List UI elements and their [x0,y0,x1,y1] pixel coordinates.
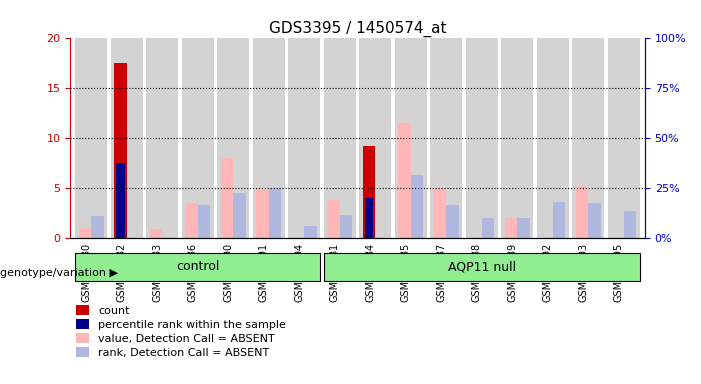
Bar [79,228,91,238]
Text: genotype/variation ▶: genotype/variation ▶ [0,268,118,278]
Bar [624,211,636,238]
Bar [76,38,107,238]
Bar [182,38,214,238]
Bar [268,188,281,238]
Bar [482,218,494,238]
Bar [505,218,517,238]
Bar [365,198,374,238]
Bar [233,193,246,238]
Bar [360,38,391,238]
Bar [91,216,104,238]
Bar [114,63,127,238]
Bar [150,229,163,238]
Bar [327,200,340,238]
Bar [572,38,604,238]
Bar [552,202,565,238]
Bar [217,38,250,238]
Legend: count, percentile rank within the sample, value, Detection Call = ABSENT, rank, : count, percentile rank within the sample… [76,305,286,358]
Bar [608,38,639,238]
Bar [288,38,320,238]
Bar [340,215,352,238]
Bar [588,203,601,238]
Title: GDS3395 / 1450574_at: GDS3395 / 1450574_at [268,21,447,37]
Bar [186,203,198,238]
Bar [253,38,285,238]
Bar [411,175,423,238]
FancyBboxPatch shape [76,253,320,281]
Bar [501,38,533,238]
FancyBboxPatch shape [324,253,639,281]
Bar [517,218,529,238]
Bar [430,38,462,238]
Bar [221,158,233,238]
Text: AQP11 null: AQP11 null [448,260,516,273]
Bar [537,38,569,238]
Bar [363,146,375,238]
Bar [447,205,458,238]
Bar [147,38,178,238]
Bar [111,38,143,238]
Bar [434,188,447,238]
Bar [395,38,427,238]
Bar [576,186,588,238]
Bar [304,226,317,238]
Bar [324,38,355,238]
Bar [198,205,210,238]
Bar [116,163,125,238]
Bar [257,190,268,238]
Text: control: control [176,260,219,273]
Bar [465,38,498,238]
Bar [398,123,411,238]
